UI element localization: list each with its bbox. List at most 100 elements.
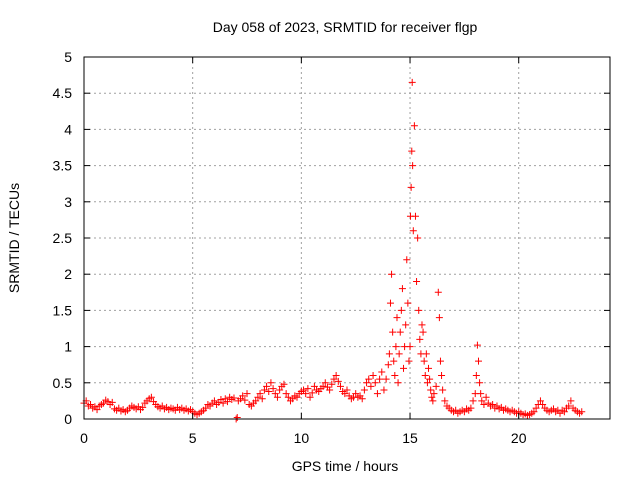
data-point (358, 395, 366, 403)
data-point (258, 395, 266, 403)
data-point (263, 382, 271, 390)
data-point (378, 368, 386, 376)
tick-labels: 0 5 10 15 20 0 0.5 1 1.5 2 2.5 3 3.5 4 4.5 5 (53, 49, 527, 446)
data-point (425, 364, 433, 372)
data-point (475, 357, 482, 365)
data-point (441, 397, 449, 405)
data-point (539, 401, 547, 409)
data-point (489, 401, 497, 409)
data-point (380, 386, 388, 394)
data-point (480, 401, 488, 409)
data-point (407, 183, 415, 191)
data-point (219, 399, 227, 407)
data-point (271, 390, 279, 398)
data-point (409, 227, 417, 235)
data-point (409, 162, 417, 170)
data-point (376, 375, 384, 383)
data-point (336, 382, 344, 390)
data-point (467, 404, 475, 412)
data-point (87, 401, 95, 409)
data-point (400, 364, 408, 372)
data-point (388, 270, 396, 278)
data-point (269, 385, 277, 393)
data-point (139, 403, 147, 411)
data-point (304, 385, 312, 393)
data-point (390, 357, 398, 365)
data-point (310, 382, 318, 390)
data-point (373, 390, 381, 398)
ticks (83, 56, 610, 420)
data-point (273, 393, 281, 401)
data-point (265, 387, 273, 395)
data-point (202, 404, 210, 412)
data-point (482, 393, 490, 401)
data-point (321, 379, 329, 387)
x-tick-label: 10 (294, 430, 310, 446)
data-point (276, 386, 284, 394)
data-point (432, 382, 440, 390)
grid (84, 57, 610, 419)
y-tick-label: 2.5 (53, 230, 73, 246)
data-point (408, 147, 416, 155)
data-point (330, 375, 338, 383)
data-point (241, 396, 249, 404)
data-point (108, 398, 116, 406)
data-point (308, 389, 316, 397)
data-point (403, 256, 411, 264)
data-point (435, 314, 443, 322)
data-point (252, 397, 260, 405)
data-point (416, 335, 424, 343)
data-point (306, 393, 314, 401)
data-point (334, 377, 342, 385)
data-point (476, 379, 484, 387)
data-point (332, 372, 340, 380)
data-point (427, 386, 435, 394)
data-point (565, 402, 573, 410)
data-point (532, 404, 540, 412)
data-point (560, 408, 568, 416)
data-point (326, 386, 334, 394)
data-point (398, 285, 406, 293)
data-point (210, 397, 218, 405)
data-point (430, 390, 438, 398)
data-point (415, 306, 423, 314)
data-point (418, 321, 426, 329)
x-axis-label: GPS time / hours (292, 458, 399, 474)
y-tick-label: 5 (64, 49, 72, 65)
data-point (423, 379, 431, 387)
data-point (536, 397, 544, 405)
data-point (410, 122, 418, 130)
data-point (328, 380, 336, 388)
data-point (217, 395, 225, 403)
data-point (421, 372, 429, 380)
y-tick-label: 1.5 (53, 302, 73, 318)
data-point (392, 343, 400, 351)
y-tick-label: 4.5 (53, 85, 73, 101)
data-point (426, 375, 434, 383)
x-tick-label: 5 (189, 430, 197, 446)
data-point (393, 314, 401, 322)
data-point (469, 397, 477, 405)
data-point (293, 393, 301, 401)
data-point (477, 390, 485, 398)
data-point (402, 321, 410, 329)
data-point (384, 361, 392, 369)
data-point (341, 390, 349, 398)
data-point (284, 393, 292, 401)
data-point (343, 386, 351, 394)
data-point (408, 78, 416, 86)
data-point (147, 393, 155, 401)
data-point (391, 372, 399, 380)
data-point (300, 386, 308, 394)
data-point (439, 386, 447, 394)
data-point (371, 379, 379, 387)
y-tick-label: 2 (64, 266, 72, 282)
data-point (389, 328, 397, 336)
data-point (411, 212, 419, 220)
data-point (386, 299, 394, 307)
data-point (406, 343, 414, 351)
data-point (363, 379, 371, 387)
x-tick-label: 15 (402, 430, 418, 446)
